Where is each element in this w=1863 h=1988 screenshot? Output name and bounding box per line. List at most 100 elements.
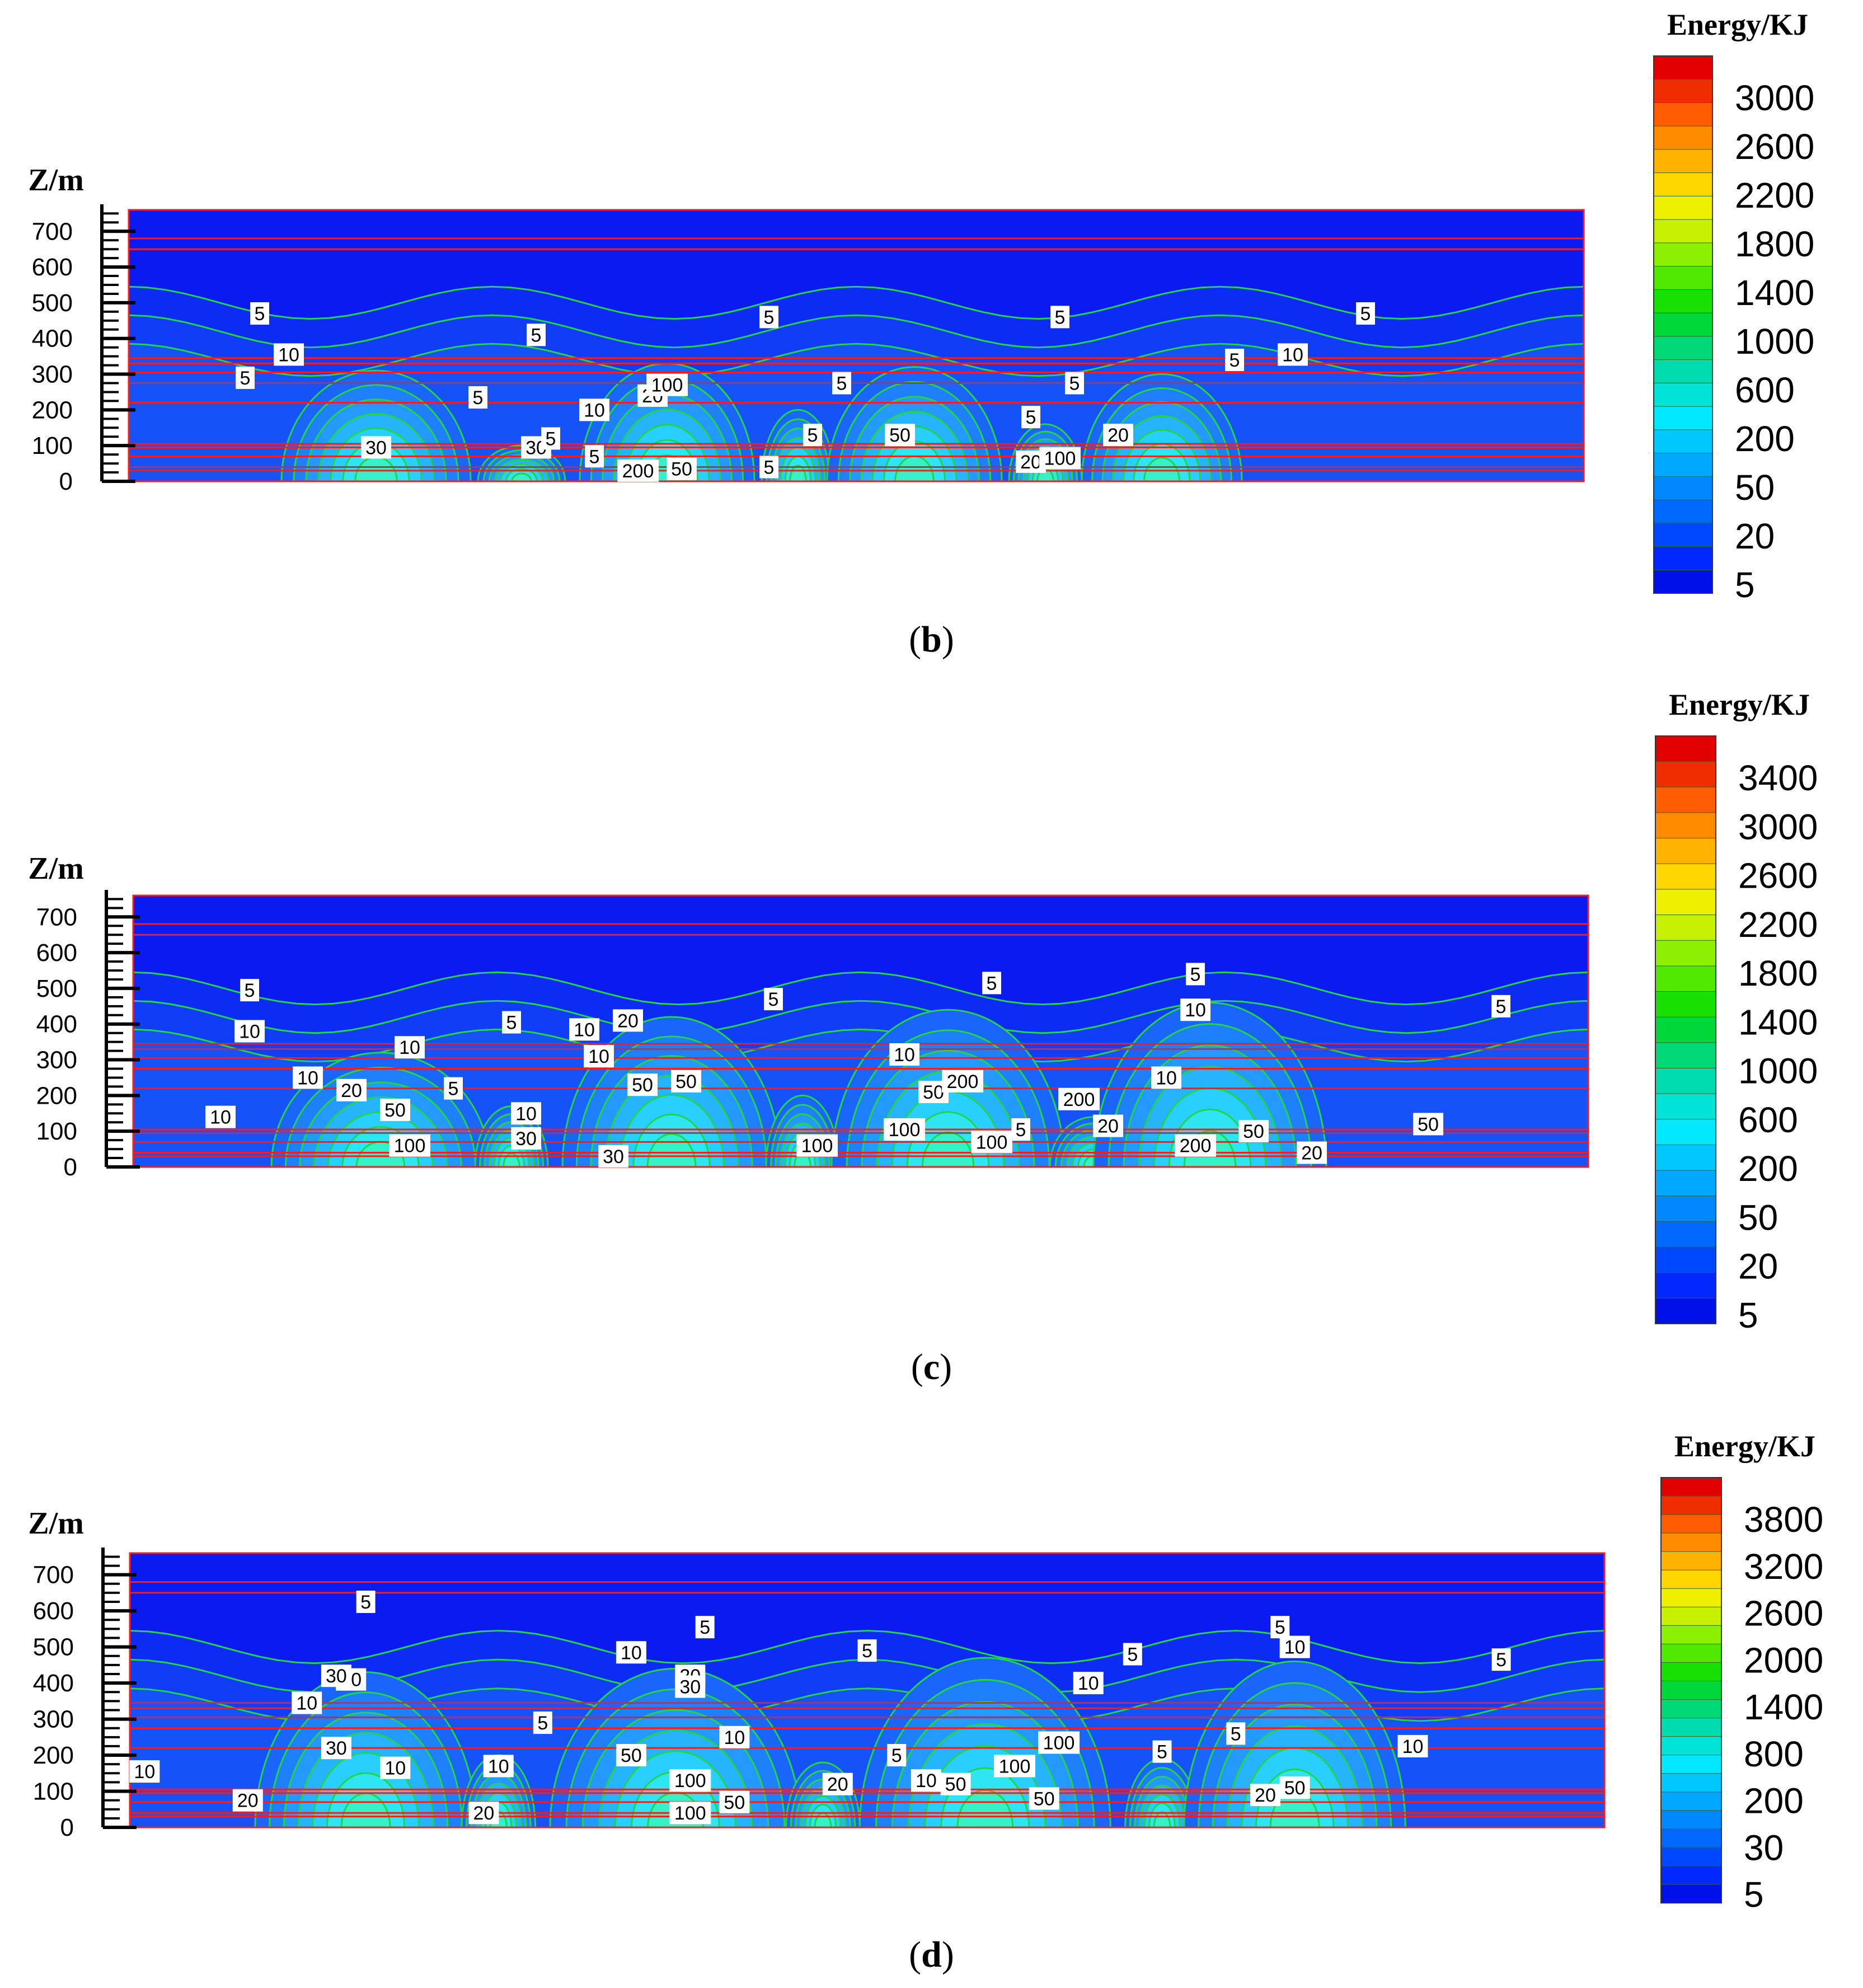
contour-label-text: 5 <box>1127 1644 1138 1666</box>
legend-swatch <box>1660 1792 1722 1811</box>
contour-label: 10 <box>511 1102 541 1125</box>
contour-label-text: 5 <box>1496 996 1507 1018</box>
contour-label: 50 <box>719 1790 750 1813</box>
contour-label-text: 200 <box>1180 1136 1212 1157</box>
contour-label-text: 50 <box>724 1792 745 1813</box>
y-axis: 700 600 500 400 300 200 100 0 <box>36 890 140 1181</box>
contour-label-text: 5 <box>1026 407 1036 428</box>
contour-label-text: 30 <box>515 1128 537 1150</box>
contour-label-text: 10 <box>488 1756 509 1777</box>
contour-label: 20 <box>613 1009 643 1032</box>
contour-label: 100 <box>389 1134 430 1157</box>
contour-label-text: 100 <box>651 375 683 396</box>
contour-label: 5 <box>1225 349 1244 372</box>
y-axis: 700 600 500 400 300 200 100 0 <box>32 204 135 495</box>
contour-label: 5 <box>832 372 851 395</box>
contour-label: 10 <box>584 1045 614 1068</box>
contour-label-text: 100 <box>999 1756 1031 1777</box>
contour-label: 100 <box>646 373 688 396</box>
legend-swatch <box>1655 889 1716 916</box>
contour-label: 10 <box>616 1641 646 1664</box>
legend-swatch <box>1653 125 1713 150</box>
contour-label: 10 <box>129 1760 160 1783</box>
y-tick-label: 700 <box>33 1562 74 1589</box>
contour-label-text: 10 <box>278 344 299 365</box>
legend-swatch <box>1655 1297 1716 1324</box>
caption-b: (b) <box>909 619 954 660</box>
contour-label-text: 20 <box>827 1774 848 1795</box>
contour-label: 10 <box>1180 998 1210 1021</box>
legend-label: 3800 <box>1744 1499 1823 1540</box>
legend: Energy/KJ 3000 2600 2200 1800 1400 1000 600 200 5… <box>1653 8 1814 605</box>
contour-label: 10 <box>483 1755 514 1778</box>
legend-title: Energy/KJ <box>1669 688 1810 721</box>
y-tick-label: 500 <box>32 289 73 317</box>
contour-label-text: 5 <box>1360 303 1371 325</box>
legend-swatch <box>1660 1662 1722 1682</box>
contour-label: 50 <box>671 1070 701 1093</box>
contour-label: 10 <box>380 1756 411 1779</box>
y-tick-label: 0 <box>64 1154 77 1181</box>
legend-swatch <box>1660 1847 1722 1867</box>
contour-label: 50 <box>940 1773 971 1795</box>
legend-swatch <box>1660 1755 1722 1774</box>
legend-swatch <box>1660 1718 1722 1737</box>
legend-label: 5 <box>1735 565 1755 605</box>
legend-label: 200 <box>1735 419 1795 459</box>
legend-label: 1800 <box>1735 224 1814 264</box>
legend-label: 3000 <box>1738 807 1818 847</box>
contour-label-text: 100 <box>394 1136 426 1157</box>
contour-label: 100 <box>669 1802 711 1825</box>
contour-label: 5 <box>1021 406 1040 429</box>
contour-label-text: 10 <box>894 1044 915 1066</box>
contour-label-text: 5 <box>1230 350 1240 371</box>
y-tick-label: 400 <box>33 1670 74 1697</box>
contour-label: 20 <box>822 1773 853 1795</box>
y-tick-label: 600 <box>33 1597 74 1625</box>
legend: Energy/KJ 3800 3200 2600 2000 1400 800 200 30 5 <box>1660 1429 1823 1915</box>
contour-label: 20 <box>1103 424 1133 447</box>
legend-swatch <box>1653 523 1713 547</box>
contour-label-text: 10 <box>574 1019 595 1040</box>
contour-label-text: 50 <box>889 425 911 446</box>
legend-swatch <box>1660 1810 1722 1830</box>
contour-label: 5 <box>695 1616 715 1639</box>
legend-swatch <box>1660 1495 1722 1516</box>
contour-label-text: 20 <box>237 1790 259 1812</box>
contour-label: 10 <box>579 398 609 421</box>
contour-label-text: 10 <box>724 1727 745 1748</box>
legend-label: 2000 <box>1744 1640 1823 1680</box>
contour-label-text: 50 <box>621 1745 642 1766</box>
contour-label-text: 50 <box>632 1075 653 1096</box>
legend-swatch <box>1655 991 1716 1018</box>
contour-label: 30 <box>361 436 391 459</box>
contour-label: 50 <box>1279 1776 1310 1799</box>
caption-c: (c) <box>911 1347 952 1387</box>
contour-label: 50 <box>1029 1787 1059 1810</box>
contour-label-text: 5 <box>546 428 556 449</box>
contour-label: 100 <box>1039 447 1081 470</box>
contour-label: 5 <box>585 445 604 468</box>
contour-label: 30 <box>598 1145 628 1168</box>
contour-label-text: 10 <box>239 1021 260 1043</box>
contour-label-text: 5 <box>1190 964 1201 985</box>
legend-swatch <box>1655 915 1716 941</box>
legend-swatch <box>1655 1221 1716 1248</box>
y-tick-label: 700 <box>32 218 73 245</box>
legend-swatch <box>1660 1699 1722 1719</box>
contour-label-text: 5 <box>808 425 818 446</box>
contour-label: 5 <box>468 386 487 409</box>
y-tick-label: 400 <box>32 325 73 353</box>
legend-swatch <box>1660 1828 1722 1848</box>
contour-label-text: 100 <box>976 1132 1008 1153</box>
legend-swatch <box>1653 289 1713 314</box>
contour-label: 5 <box>444 1077 463 1100</box>
legend-label: 1400 <box>1744 1687 1823 1727</box>
legend-swatch <box>1653 569 1713 594</box>
contour-label-text: 5 <box>473 387 484 409</box>
legend-swatch <box>1653 149 1713 174</box>
contour-label-text: 5 <box>448 1079 459 1100</box>
legend-swatch <box>1655 1042 1716 1069</box>
contour-field <box>130 1581 1604 1827</box>
